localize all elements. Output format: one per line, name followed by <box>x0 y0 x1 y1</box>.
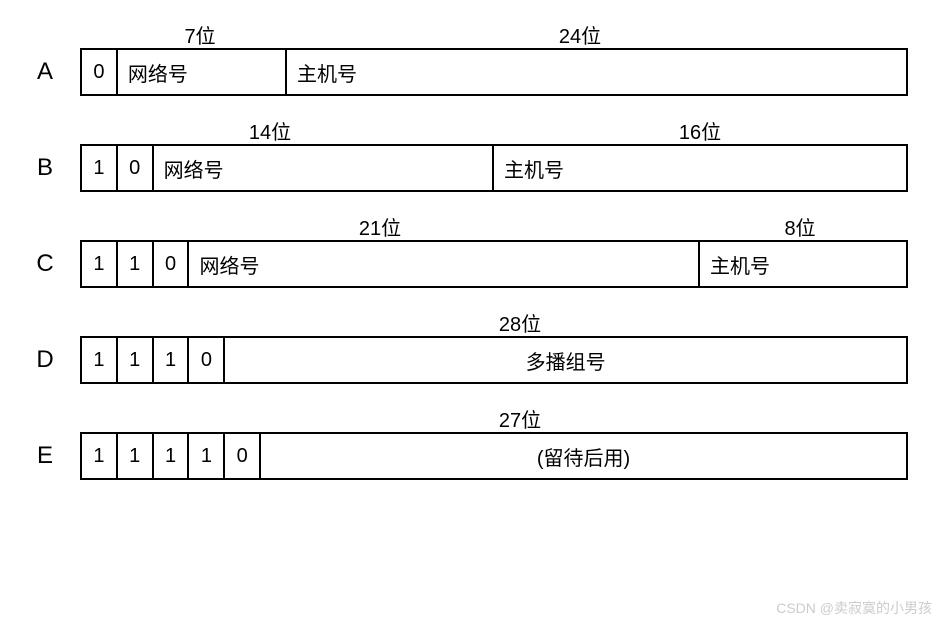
class-d-letter: D <box>10 346 80 374</box>
class-c-bar-row: C 1 1 0 网络号 主机号 <box>10 240 932 288</box>
class-e-row: 27位 E 1 1 1 1 0 (留待后用) <box>10 404 932 480</box>
class-a-bar: 0 网络号 主机号 <box>80 48 908 96</box>
class-e-prefix-1b: 1 <box>118 434 154 478</box>
class-a-letter: A <box>10 58 80 86</box>
class-b-host: 主机号 <box>494 146 906 190</box>
class-d-bar-row: D 1 1 1 0 多播组号 <box>10 336 932 384</box>
class-d-prefix-1b: 1 <box>118 338 154 382</box>
class-a-prefix-0: 0 <box>82 50 118 94</box>
label-e-27bit: 27位 <box>499 404 541 433</box>
label-a-7bit: 7位 <box>184 20 215 49</box>
class-a-row: 7位 24位 A 0 网络号 主机号 <box>10 20 932 96</box>
class-d-row: 28位 D 1 1 1 0 多播组号 <box>10 308 932 384</box>
class-a-labels: 7位 24位 <box>80 20 932 48</box>
class-e-prefix-1d: 1 <box>189 434 225 478</box>
class-e-reserved: (留待后用) <box>261 434 906 478</box>
class-b-labels: 14位 16位 <box>80 116 932 144</box>
class-c-host: 主机号 <box>700 242 906 286</box>
class-c-prefix-1a: 1 <box>82 242 118 286</box>
class-b-prefix-1: 1 <box>82 146 118 190</box>
class-c-row: 21位 8位 C 1 1 0 网络号 主机号 <box>10 212 932 288</box>
class-e-bar-row: E 1 1 1 1 0 (留待后用) <box>10 432 932 480</box>
class-b-network: 网络号 <box>154 146 494 190</box>
label-d-28bit: 28位 <box>499 308 541 337</box>
class-d-multicast: 多播组号 <box>225 338 906 382</box>
class-b-row: 14位 16位 B 1 0 网络号 主机号 <box>10 116 932 192</box>
class-b-bar-row: B 1 0 网络号 主机号 <box>10 144 932 192</box>
class-b-letter: B <box>10 154 80 182</box>
class-b-prefix-0: 0 <box>118 146 154 190</box>
label-b-14bit: 14位 <box>249 116 291 145</box>
class-d-prefix-1a: 1 <box>82 338 118 382</box>
class-e-prefix-1a: 1 <box>82 434 118 478</box>
class-a-network: 网络号 <box>118 50 287 94</box>
class-e-prefix-1c: 1 <box>154 434 190 478</box>
class-a-bar-row: A 0 网络号 主机号 <box>10 48 932 96</box>
watermark-text: CSDN @卖寂寞的小男孩 <box>776 598 932 618</box>
label-c-8bit: 8位 <box>784 212 815 241</box>
label-c-21bit: 21位 <box>359 212 401 241</box>
class-e-prefix-0: 0 <box>225 434 261 478</box>
class-e-letter: E <box>10 442 80 470</box>
label-a-24bit: 24位 <box>559 20 601 49</box>
class-c-letter: C <box>10 250 80 278</box>
class-c-prefix-1b: 1 <box>118 242 154 286</box>
class-b-bar: 1 0 网络号 主机号 <box>80 144 908 192</box>
class-a-host: 主机号 <box>287 50 906 94</box>
class-d-prefix-1c: 1 <box>154 338 190 382</box>
class-e-bar: 1 1 1 1 0 (留待后用) <box>80 432 908 480</box>
class-c-bar: 1 1 0 网络号 主机号 <box>80 240 908 288</box>
label-b-16bit: 16位 <box>679 116 721 145</box>
class-d-prefix-0: 0 <box>189 338 225 382</box>
class-d-bar: 1 1 1 0 多播组号 <box>80 336 908 384</box>
class-c-labels: 21位 8位 <box>80 212 932 240</box>
class-c-prefix-0: 0 <box>154 242 190 286</box>
class-d-labels: 28位 <box>80 308 932 336</box>
class-c-network: 网络号 <box>189 242 700 286</box>
class-e-labels: 27位 <box>80 404 932 432</box>
